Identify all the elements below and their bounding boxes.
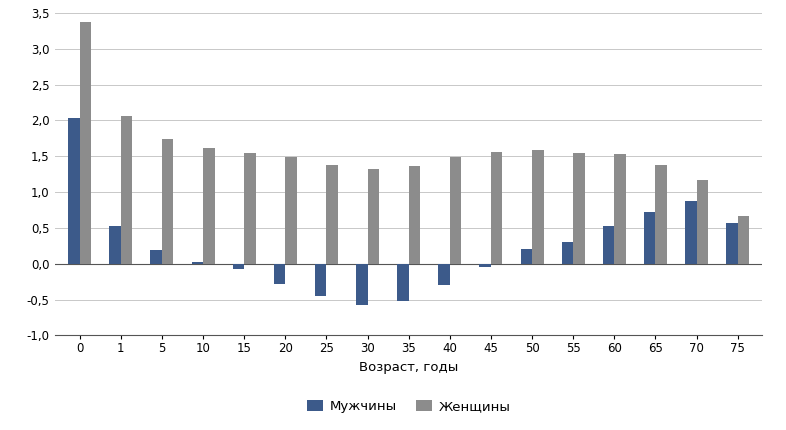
Bar — [656, 165, 667, 264]
Bar — [79, 22, 91, 264]
Bar — [244, 153, 255, 264]
Bar — [315, 264, 326, 296]
Bar — [397, 264, 409, 301]
Bar — [644, 212, 656, 264]
Bar — [603, 227, 615, 264]
Bar — [233, 264, 244, 270]
Bar — [520, 249, 532, 264]
Bar — [479, 264, 491, 267]
Bar — [491, 152, 502, 264]
Bar — [562, 242, 573, 264]
Bar — [356, 264, 368, 305]
Bar — [203, 148, 215, 264]
Bar — [68, 118, 79, 264]
Bar — [326, 165, 338, 264]
Legend: Мужчины, Женщины: Мужчины, Женщины — [307, 400, 511, 413]
Bar — [439, 264, 450, 285]
Bar — [368, 169, 379, 264]
Bar — [685, 201, 696, 264]
Bar — [409, 166, 421, 264]
Bar — [615, 154, 626, 264]
Bar — [109, 226, 121, 264]
Bar — [696, 180, 708, 264]
Bar — [573, 154, 585, 264]
Bar — [150, 250, 162, 264]
Bar — [726, 223, 738, 264]
Bar — [738, 216, 749, 264]
Bar — [450, 157, 461, 264]
Bar — [285, 157, 297, 264]
X-axis label: Возраст, годы: Возраст, годы — [359, 361, 458, 374]
Bar — [532, 150, 544, 264]
Bar — [121, 116, 132, 264]
Bar — [192, 261, 203, 264]
Bar — [274, 264, 285, 284]
Bar — [162, 139, 174, 264]
